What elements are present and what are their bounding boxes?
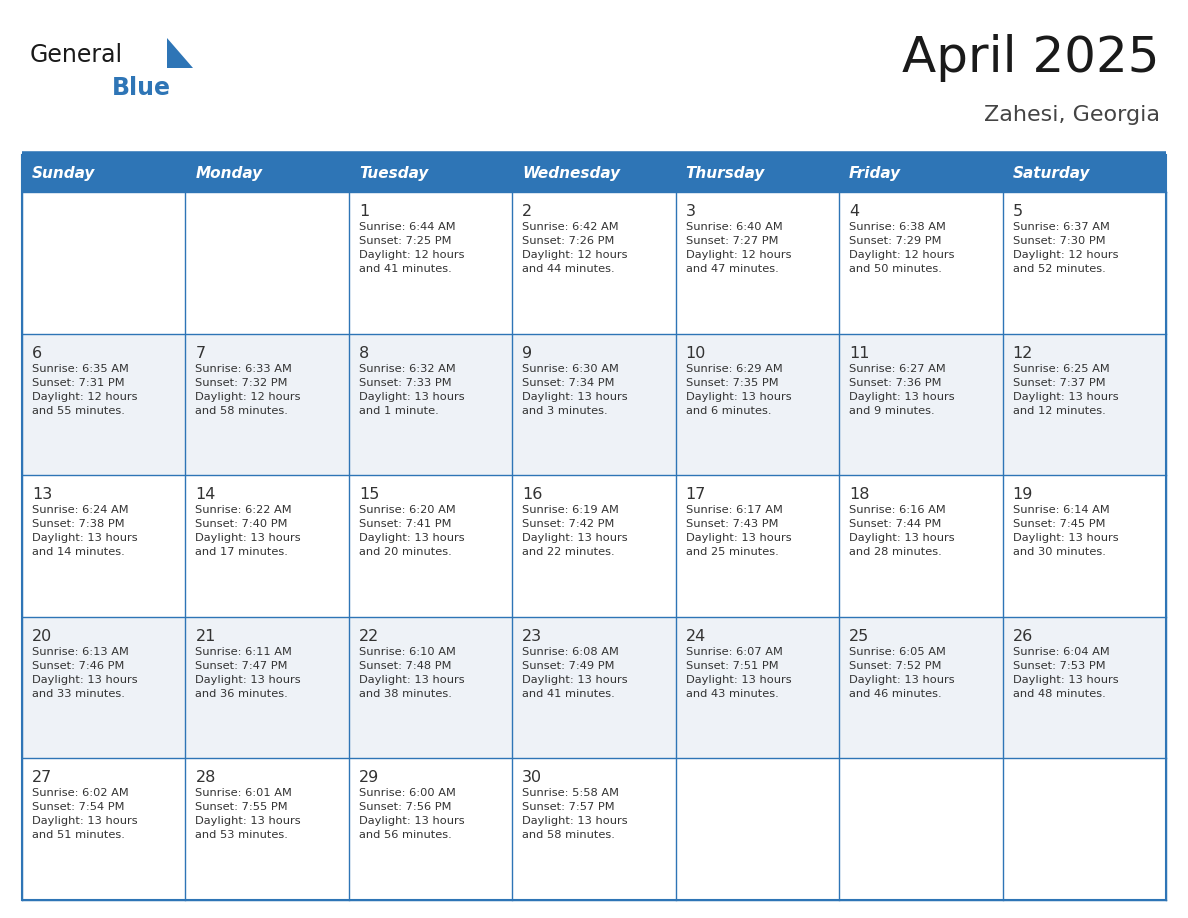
Text: 15: 15 bbox=[359, 487, 379, 502]
Text: Sunrise: 6:19 AM
Sunset: 7:42 PM
Daylight: 13 hours
and 22 minutes.: Sunrise: 6:19 AM Sunset: 7:42 PM Dayligh… bbox=[523, 505, 628, 557]
Text: 22: 22 bbox=[359, 629, 379, 644]
Text: Sunrise: 6:05 AM
Sunset: 7:52 PM
Daylight: 13 hours
and 46 minutes.: Sunrise: 6:05 AM Sunset: 7:52 PM Dayligh… bbox=[849, 647, 955, 699]
Text: Monday: Monday bbox=[196, 166, 263, 181]
Text: 6: 6 bbox=[32, 345, 42, 361]
Text: 23: 23 bbox=[523, 629, 543, 644]
Bar bbox=[23, 333, 1165, 476]
Text: 7: 7 bbox=[196, 345, 206, 361]
Text: Sunrise: 6:04 AM
Sunset: 7:53 PM
Daylight: 13 hours
and 48 minutes.: Sunrise: 6:04 AM Sunset: 7:53 PM Dayligh… bbox=[1012, 647, 1118, 699]
Text: 30: 30 bbox=[523, 770, 543, 786]
Text: Sunrise: 6:35 AM
Sunset: 7:31 PM
Daylight: 12 hours
and 55 minutes.: Sunrise: 6:35 AM Sunset: 7:31 PM Dayligh… bbox=[32, 364, 138, 416]
Polygon shape bbox=[168, 38, 192, 68]
Text: 19: 19 bbox=[1012, 487, 1032, 502]
Text: 9: 9 bbox=[523, 345, 532, 361]
Text: 27: 27 bbox=[32, 770, 52, 786]
Text: Sunrise: 6:02 AM
Sunset: 7:54 PM
Daylight: 13 hours
and 51 minutes.: Sunrise: 6:02 AM Sunset: 7:54 PM Dayligh… bbox=[32, 789, 138, 840]
Text: 13: 13 bbox=[32, 487, 52, 502]
Text: 25: 25 bbox=[849, 629, 870, 644]
Text: Sunrise: 6:01 AM
Sunset: 7:55 PM
Daylight: 13 hours
and 53 minutes.: Sunrise: 6:01 AM Sunset: 7:55 PM Dayligh… bbox=[196, 789, 301, 840]
Text: 17: 17 bbox=[685, 487, 706, 502]
Text: Sunrise: 6:10 AM
Sunset: 7:48 PM
Daylight: 13 hours
and 38 minutes.: Sunrise: 6:10 AM Sunset: 7:48 PM Dayligh… bbox=[359, 647, 465, 699]
Text: Sunrise: 6:07 AM
Sunset: 7:51 PM
Daylight: 13 hours
and 43 minutes.: Sunrise: 6:07 AM Sunset: 7:51 PM Dayligh… bbox=[685, 647, 791, 699]
Bar bbox=[23, 758, 1165, 900]
Text: Sunrise: 6:25 AM
Sunset: 7:37 PM
Daylight: 13 hours
and 12 minutes.: Sunrise: 6:25 AM Sunset: 7:37 PM Dayligh… bbox=[1012, 364, 1118, 416]
Text: Sunrise: 6:24 AM
Sunset: 7:38 PM
Daylight: 13 hours
and 14 minutes.: Sunrise: 6:24 AM Sunset: 7:38 PM Dayligh… bbox=[32, 505, 138, 557]
Text: Sunrise: 6:40 AM
Sunset: 7:27 PM
Daylight: 12 hours
and 47 minutes.: Sunrise: 6:40 AM Sunset: 7:27 PM Dayligh… bbox=[685, 222, 791, 274]
Text: 24: 24 bbox=[685, 629, 706, 644]
Text: 18: 18 bbox=[849, 487, 870, 502]
Text: 3: 3 bbox=[685, 204, 696, 219]
Text: Wednesday: Wednesday bbox=[523, 166, 620, 181]
Text: Saturday: Saturday bbox=[1012, 166, 1091, 181]
Text: 21: 21 bbox=[196, 629, 216, 644]
Bar bbox=[23, 617, 1165, 758]
Text: 12: 12 bbox=[1012, 345, 1032, 361]
Text: Sunrise: 6:30 AM
Sunset: 7:34 PM
Daylight: 13 hours
and 3 minutes.: Sunrise: 6:30 AM Sunset: 7:34 PM Dayligh… bbox=[523, 364, 628, 416]
Text: General: General bbox=[30, 43, 124, 67]
Text: 5: 5 bbox=[1012, 204, 1023, 219]
Text: Sunrise: 6:13 AM
Sunset: 7:46 PM
Daylight: 13 hours
and 33 minutes.: Sunrise: 6:13 AM Sunset: 7:46 PM Dayligh… bbox=[32, 647, 138, 699]
Text: Sunrise: 6:37 AM
Sunset: 7:30 PM
Daylight: 12 hours
and 52 minutes.: Sunrise: 6:37 AM Sunset: 7:30 PM Dayligh… bbox=[1012, 222, 1118, 274]
Text: Sunrise: 6:08 AM
Sunset: 7:49 PM
Daylight: 13 hours
and 41 minutes.: Sunrise: 6:08 AM Sunset: 7:49 PM Dayligh… bbox=[523, 647, 628, 699]
Text: Sunrise: 6:11 AM
Sunset: 7:47 PM
Daylight: 13 hours
and 36 minutes.: Sunrise: 6:11 AM Sunset: 7:47 PM Dayligh… bbox=[196, 647, 301, 699]
Text: 11: 11 bbox=[849, 345, 870, 361]
Bar bbox=[23, 476, 1165, 617]
Text: 10: 10 bbox=[685, 345, 706, 361]
Text: 8: 8 bbox=[359, 345, 369, 361]
Bar bbox=[23, 192, 1165, 333]
Text: Sunrise: 6:38 AM
Sunset: 7:29 PM
Daylight: 12 hours
and 50 minutes.: Sunrise: 6:38 AM Sunset: 7:29 PM Dayligh… bbox=[849, 222, 955, 274]
Text: Zahesi, Georgia: Zahesi, Georgia bbox=[984, 105, 1159, 125]
Text: Sunrise: 6:22 AM
Sunset: 7:40 PM
Daylight: 13 hours
and 17 minutes.: Sunrise: 6:22 AM Sunset: 7:40 PM Dayligh… bbox=[196, 505, 301, 557]
Text: Friday: Friday bbox=[849, 166, 902, 181]
Text: Sunrise: 6:29 AM
Sunset: 7:35 PM
Daylight: 13 hours
and 6 minutes.: Sunrise: 6:29 AM Sunset: 7:35 PM Dayligh… bbox=[685, 364, 791, 416]
Text: Sunrise: 6:14 AM
Sunset: 7:45 PM
Daylight: 13 hours
and 30 minutes.: Sunrise: 6:14 AM Sunset: 7:45 PM Dayligh… bbox=[1012, 505, 1118, 557]
Text: Blue: Blue bbox=[112, 76, 171, 100]
Bar bbox=[23, 155, 1165, 192]
Text: 2: 2 bbox=[523, 204, 532, 219]
Text: Sunrise: 6:27 AM
Sunset: 7:36 PM
Daylight: 13 hours
and 9 minutes.: Sunrise: 6:27 AM Sunset: 7:36 PM Dayligh… bbox=[849, 364, 955, 416]
Text: Sunrise: 6:00 AM
Sunset: 7:56 PM
Daylight: 13 hours
and 56 minutes.: Sunrise: 6:00 AM Sunset: 7:56 PM Dayligh… bbox=[359, 789, 465, 840]
Text: April 2025: April 2025 bbox=[903, 34, 1159, 82]
Text: 16: 16 bbox=[523, 487, 543, 502]
Text: Tuesday: Tuesday bbox=[359, 166, 428, 181]
Text: 4: 4 bbox=[849, 204, 859, 219]
Text: Sunrise: 6:20 AM
Sunset: 7:41 PM
Daylight: 13 hours
and 20 minutes.: Sunrise: 6:20 AM Sunset: 7:41 PM Dayligh… bbox=[359, 505, 465, 557]
Text: 26: 26 bbox=[1012, 629, 1032, 644]
Text: Sunrise: 6:16 AM
Sunset: 7:44 PM
Daylight: 13 hours
and 28 minutes.: Sunrise: 6:16 AM Sunset: 7:44 PM Dayligh… bbox=[849, 505, 955, 557]
Text: Thursday: Thursday bbox=[685, 166, 765, 181]
Text: Sunrise: 6:32 AM
Sunset: 7:33 PM
Daylight: 13 hours
and 1 minute.: Sunrise: 6:32 AM Sunset: 7:33 PM Dayligh… bbox=[359, 364, 465, 416]
Bar bbox=[23, 155, 1165, 900]
Text: Sunrise: 5:58 AM
Sunset: 7:57 PM
Daylight: 13 hours
and 58 minutes.: Sunrise: 5:58 AM Sunset: 7:57 PM Dayligh… bbox=[523, 789, 628, 840]
Text: 1: 1 bbox=[359, 204, 369, 219]
Text: Sunrise: 6:44 AM
Sunset: 7:25 PM
Daylight: 12 hours
and 41 minutes.: Sunrise: 6:44 AM Sunset: 7:25 PM Dayligh… bbox=[359, 222, 465, 274]
Text: Sunrise: 6:33 AM
Sunset: 7:32 PM
Daylight: 12 hours
and 58 minutes.: Sunrise: 6:33 AM Sunset: 7:32 PM Dayligh… bbox=[196, 364, 301, 416]
Text: 28: 28 bbox=[196, 770, 216, 786]
Text: Sunday: Sunday bbox=[32, 166, 95, 181]
Text: 29: 29 bbox=[359, 770, 379, 786]
Text: Sunrise: 6:17 AM
Sunset: 7:43 PM
Daylight: 13 hours
and 25 minutes.: Sunrise: 6:17 AM Sunset: 7:43 PM Dayligh… bbox=[685, 505, 791, 557]
Text: 14: 14 bbox=[196, 487, 216, 502]
Text: Sunrise: 6:42 AM
Sunset: 7:26 PM
Daylight: 12 hours
and 44 minutes.: Sunrise: 6:42 AM Sunset: 7:26 PM Dayligh… bbox=[523, 222, 627, 274]
Text: 20: 20 bbox=[32, 629, 52, 644]
